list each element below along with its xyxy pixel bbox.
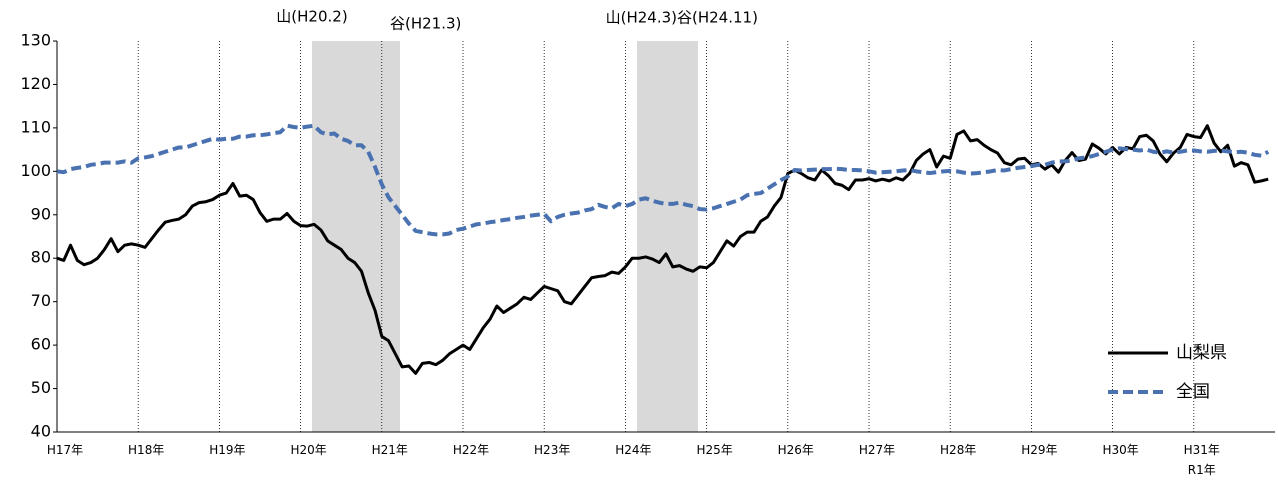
x-tick-label: H31年 R1年 xyxy=(1183,443,1220,477)
annotation: 山(H24.3) xyxy=(606,9,677,27)
y-tick-label: 50 xyxy=(31,378,51,397)
x-tick-label: H22年 xyxy=(452,443,490,457)
x-tick-label: H26年 xyxy=(777,443,814,457)
x-tick-label: H29年 xyxy=(1021,443,1058,457)
annotation: 谷(H24.11) xyxy=(677,9,758,27)
y-tick-label: 80 xyxy=(31,248,51,267)
y-tick-label: 40 xyxy=(31,422,51,441)
y-tick-label: 70 xyxy=(31,291,51,310)
legend-label: 全国 xyxy=(1176,382,1210,402)
annotation: 山(H20.2) xyxy=(276,8,347,26)
y-tick-label: 130 xyxy=(20,31,51,50)
y-tick-label: 100 xyxy=(20,161,51,180)
x-tick-label: H19年 xyxy=(209,443,246,457)
legend-label: 山梨県 xyxy=(1176,343,1227,363)
x-tick-label: H28年 xyxy=(940,443,977,457)
x-tick-label: H23年 xyxy=(534,443,571,457)
recession-band xyxy=(637,41,698,432)
x-tick-label: H27年 xyxy=(858,443,896,457)
y-tick-label: 110 xyxy=(20,117,51,136)
x-tick-label: H18年 xyxy=(128,443,165,457)
y-tick-label: 90 xyxy=(31,204,51,223)
x-tick-label: H20年 xyxy=(290,443,327,457)
annotation: 谷(H21.3) xyxy=(390,15,461,33)
x-tick-label: H17年 xyxy=(46,443,84,457)
x-tick-label: H21年 xyxy=(371,443,408,457)
x-tick-label: H25年 xyxy=(696,443,733,457)
series-line xyxy=(56,124,1269,375)
y-tick-label: 120 xyxy=(20,74,51,93)
y-tick-label: 60 xyxy=(31,335,51,354)
x-tick-label: H24年 xyxy=(615,443,652,457)
series-line xyxy=(56,123,1270,237)
x-tick-label: H30年 xyxy=(1102,443,1139,457)
